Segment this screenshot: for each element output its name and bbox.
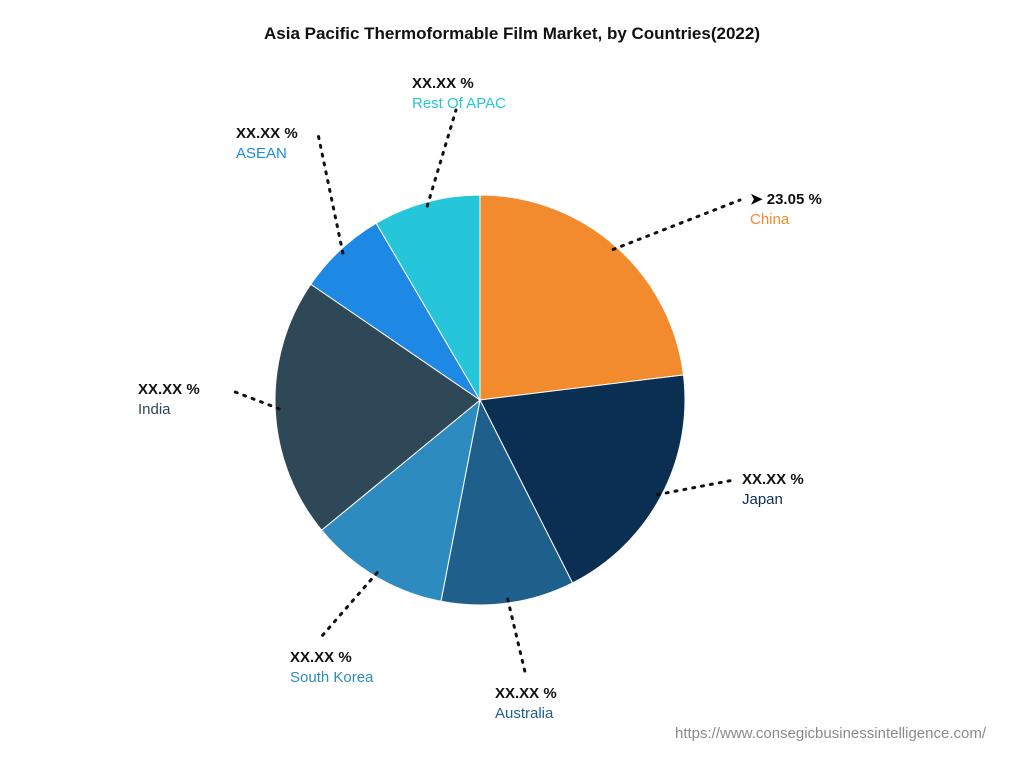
label-asean: XX.XX %ASEAN (236, 124, 298, 163)
slice-china (480, 195, 683, 400)
label-southkorea: XX.XX %South Korea (290, 648, 373, 687)
label-australia: XX.XX %Australia (495, 684, 557, 723)
arrow-icon: ➤ (750, 191, 767, 208)
leader-southkorea (322, 573, 377, 636)
label-rest: XX.XX %Rest Of APAC (412, 74, 506, 113)
leader-asean (318, 134, 343, 253)
leader-japan (657, 480, 734, 495)
source-url: https://www.consegicbusinessintelligence… (675, 725, 986, 742)
leader-india (230, 390, 279, 409)
leader-china (613, 200, 740, 249)
label-japan: XX.XX %Japan (742, 470, 804, 509)
label-china: ➤ 23.05 %China (750, 190, 822, 229)
label-india: XX.XX %India (138, 380, 200, 419)
leader-australia (508, 599, 525, 672)
leader-rest (427, 110, 456, 206)
